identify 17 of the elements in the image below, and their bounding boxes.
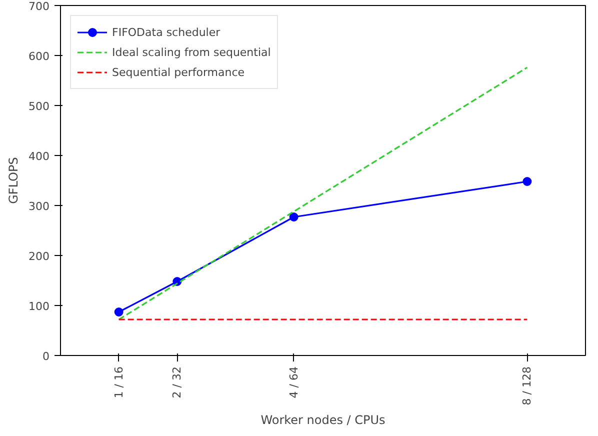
- legend-label: Sequential performance: [112, 66, 245, 78]
- y-tick-label: 300: [28, 200, 50, 213]
- x-tick-label: 1 / 16: [112, 366, 126, 398]
- x-tick-label: 8 / 128: [520, 366, 534, 406]
- y-tick-label: 400: [28, 150, 50, 163]
- x-axis-title: Worker nodes / CPUs: [260, 413, 386, 428]
- y-tick-label: 600: [28, 50, 50, 63]
- legend-label: Ideal scaling from sequential: [112, 46, 271, 58]
- y-tick-label: 100: [28, 300, 50, 313]
- y-tick-label: 0: [42, 350, 50, 363]
- y-tick-label: 200: [28, 250, 50, 263]
- y-axis-title: GFLOPS: [6, 157, 21, 204]
- x-tick-label: 2 / 32: [170, 366, 184, 398]
- y-tick-label: 700: [28, 0, 50, 13]
- legend-label: FIFOData scheduler: [112, 26, 220, 38]
- y-tick-label: 500: [28, 100, 50, 113]
- x-tick-label: 4 / 64: [287, 366, 300, 398]
